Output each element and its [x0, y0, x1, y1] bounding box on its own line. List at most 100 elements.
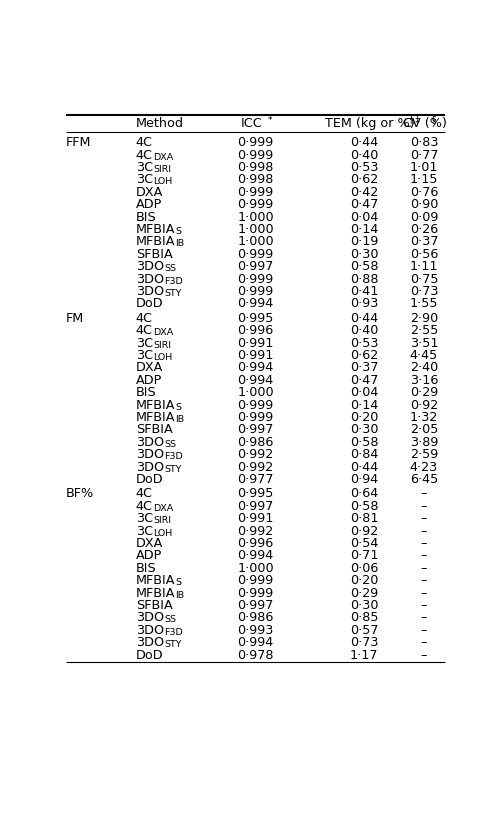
Text: 0·64: 0·64	[350, 487, 378, 500]
Text: FM: FM	[66, 312, 84, 325]
Text: 0·991: 0·991	[238, 336, 274, 350]
Text: STY: STY	[164, 465, 182, 473]
Text: DXA: DXA	[153, 328, 173, 337]
Text: 0·977: 0·977	[238, 473, 274, 486]
Text: TEM (kg or %): TEM (kg or %)	[325, 117, 415, 130]
Text: 0·999: 0·999	[238, 136, 274, 149]
Text: 0·88: 0·88	[350, 273, 378, 285]
Text: DXA: DXA	[136, 362, 163, 374]
Text: –: –	[421, 562, 427, 575]
Text: 1·32: 1·32	[410, 411, 438, 424]
Text: 1·17: 1·17	[350, 649, 378, 662]
Text: 4·45: 4·45	[410, 349, 438, 362]
Text: 0·57: 0·57	[350, 623, 378, 637]
Text: –: –	[421, 537, 427, 550]
Text: MFBIA: MFBIA	[136, 223, 175, 236]
Text: 0·81: 0·81	[350, 512, 378, 525]
Text: ADP: ADP	[136, 374, 162, 387]
Text: DoD: DoD	[136, 297, 164, 310]
Text: –: –	[421, 612, 427, 624]
Text: 0·47: 0·47	[350, 374, 378, 387]
Text: 0·991: 0·991	[238, 349, 274, 362]
Text: 0·09: 0·09	[410, 211, 438, 224]
Text: 0·54: 0·54	[350, 537, 378, 550]
Text: SFBIA: SFBIA	[136, 248, 173, 261]
Text: 0·75: 0·75	[410, 273, 438, 285]
Text: 0·996: 0·996	[238, 324, 274, 337]
Text: 0·30: 0·30	[350, 248, 378, 261]
Text: 0·999: 0·999	[238, 411, 274, 424]
Text: 3·89: 3·89	[410, 435, 438, 449]
Text: 2·59: 2·59	[410, 448, 438, 461]
Text: MFBIA: MFBIA	[136, 399, 175, 412]
Text: 0·999: 0·999	[238, 574, 274, 587]
Text: 0·58: 0·58	[350, 435, 378, 449]
Text: 2·40: 2·40	[410, 362, 438, 374]
Text: 3DO: 3DO	[136, 448, 164, 461]
Text: 0·41: 0·41	[350, 285, 378, 298]
Text: –: –	[421, 649, 427, 662]
Text: 0·994: 0·994	[238, 636, 274, 649]
Text: IB: IB	[175, 415, 185, 424]
Text: 0·94: 0·94	[350, 473, 378, 486]
Text: 0·76: 0·76	[410, 185, 438, 199]
Text: 0·30: 0·30	[350, 424, 378, 436]
Text: 0·04: 0·04	[350, 211, 378, 224]
Text: –: –	[421, 500, 427, 513]
Text: 0·986: 0·986	[238, 612, 274, 624]
Text: LOH: LOH	[153, 353, 172, 362]
Text: –: –	[421, 550, 427, 562]
Text: 0·994: 0·994	[238, 362, 274, 374]
Text: 0·44: 0·44	[350, 136, 378, 149]
Text: 0·999: 0·999	[238, 586, 274, 600]
Text: S: S	[175, 227, 181, 236]
Text: 0·986: 0·986	[238, 435, 274, 449]
Text: 0·26: 0·26	[410, 223, 438, 236]
Text: 0·997: 0·997	[238, 424, 274, 436]
Text: 3C: 3C	[136, 349, 153, 362]
Text: 4C: 4C	[136, 136, 153, 149]
Text: DXA: DXA	[136, 185, 163, 199]
Text: DXA: DXA	[136, 537, 163, 550]
Text: BIS: BIS	[136, 386, 157, 399]
Text: STY: STY	[164, 640, 182, 649]
Text: –: –	[421, 512, 427, 525]
Text: Method: Method	[136, 117, 184, 130]
Text: F3D: F3D	[164, 277, 183, 285]
Text: 0·992: 0·992	[238, 524, 274, 538]
Text: SFBIA: SFBIA	[136, 599, 173, 612]
Text: 0·92: 0·92	[410, 399, 438, 412]
Text: SS: SS	[164, 615, 176, 624]
Text: 3C: 3C	[136, 336, 153, 350]
Text: 3C: 3C	[136, 512, 153, 525]
Text: 4C: 4C	[136, 312, 153, 325]
Text: ADP: ADP	[136, 198, 162, 211]
Text: 2·05: 2·05	[410, 424, 438, 436]
Text: 0·42: 0·42	[350, 185, 378, 199]
Text: FFM: FFM	[66, 136, 92, 149]
Text: 3C: 3C	[136, 524, 153, 538]
Text: –: –	[421, 487, 427, 500]
Text: 0·994: 0·994	[238, 550, 274, 562]
Text: 0·29: 0·29	[410, 386, 438, 399]
Text: 0·92: 0·92	[350, 524, 378, 538]
Text: SS: SS	[164, 440, 176, 449]
Text: 0·992: 0·992	[238, 448, 274, 461]
Text: 0·999: 0·999	[238, 248, 274, 261]
Text: IB: IB	[175, 591, 185, 600]
Text: 0·73: 0·73	[350, 636, 378, 649]
Text: 0·40: 0·40	[350, 324, 378, 337]
Text: 1·55: 1·55	[410, 297, 438, 310]
Text: 0·47: 0·47	[350, 198, 378, 211]
Text: 3DO: 3DO	[136, 273, 164, 285]
Text: DXA: DXA	[153, 153, 173, 162]
Text: 4C: 4C	[136, 149, 153, 162]
Text: 0·73: 0·73	[410, 285, 438, 298]
Text: MFBIA: MFBIA	[136, 411, 175, 424]
Text: 3DO: 3DO	[136, 260, 164, 274]
Text: *: *	[268, 116, 272, 124]
Text: BIS: BIS	[136, 211, 157, 224]
Text: 0·20: 0·20	[350, 411, 378, 424]
Text: ICC: ICC	[241, 117, 262, 130]
Text: 0·19: 0·19	[350, 236, 378, 248]
